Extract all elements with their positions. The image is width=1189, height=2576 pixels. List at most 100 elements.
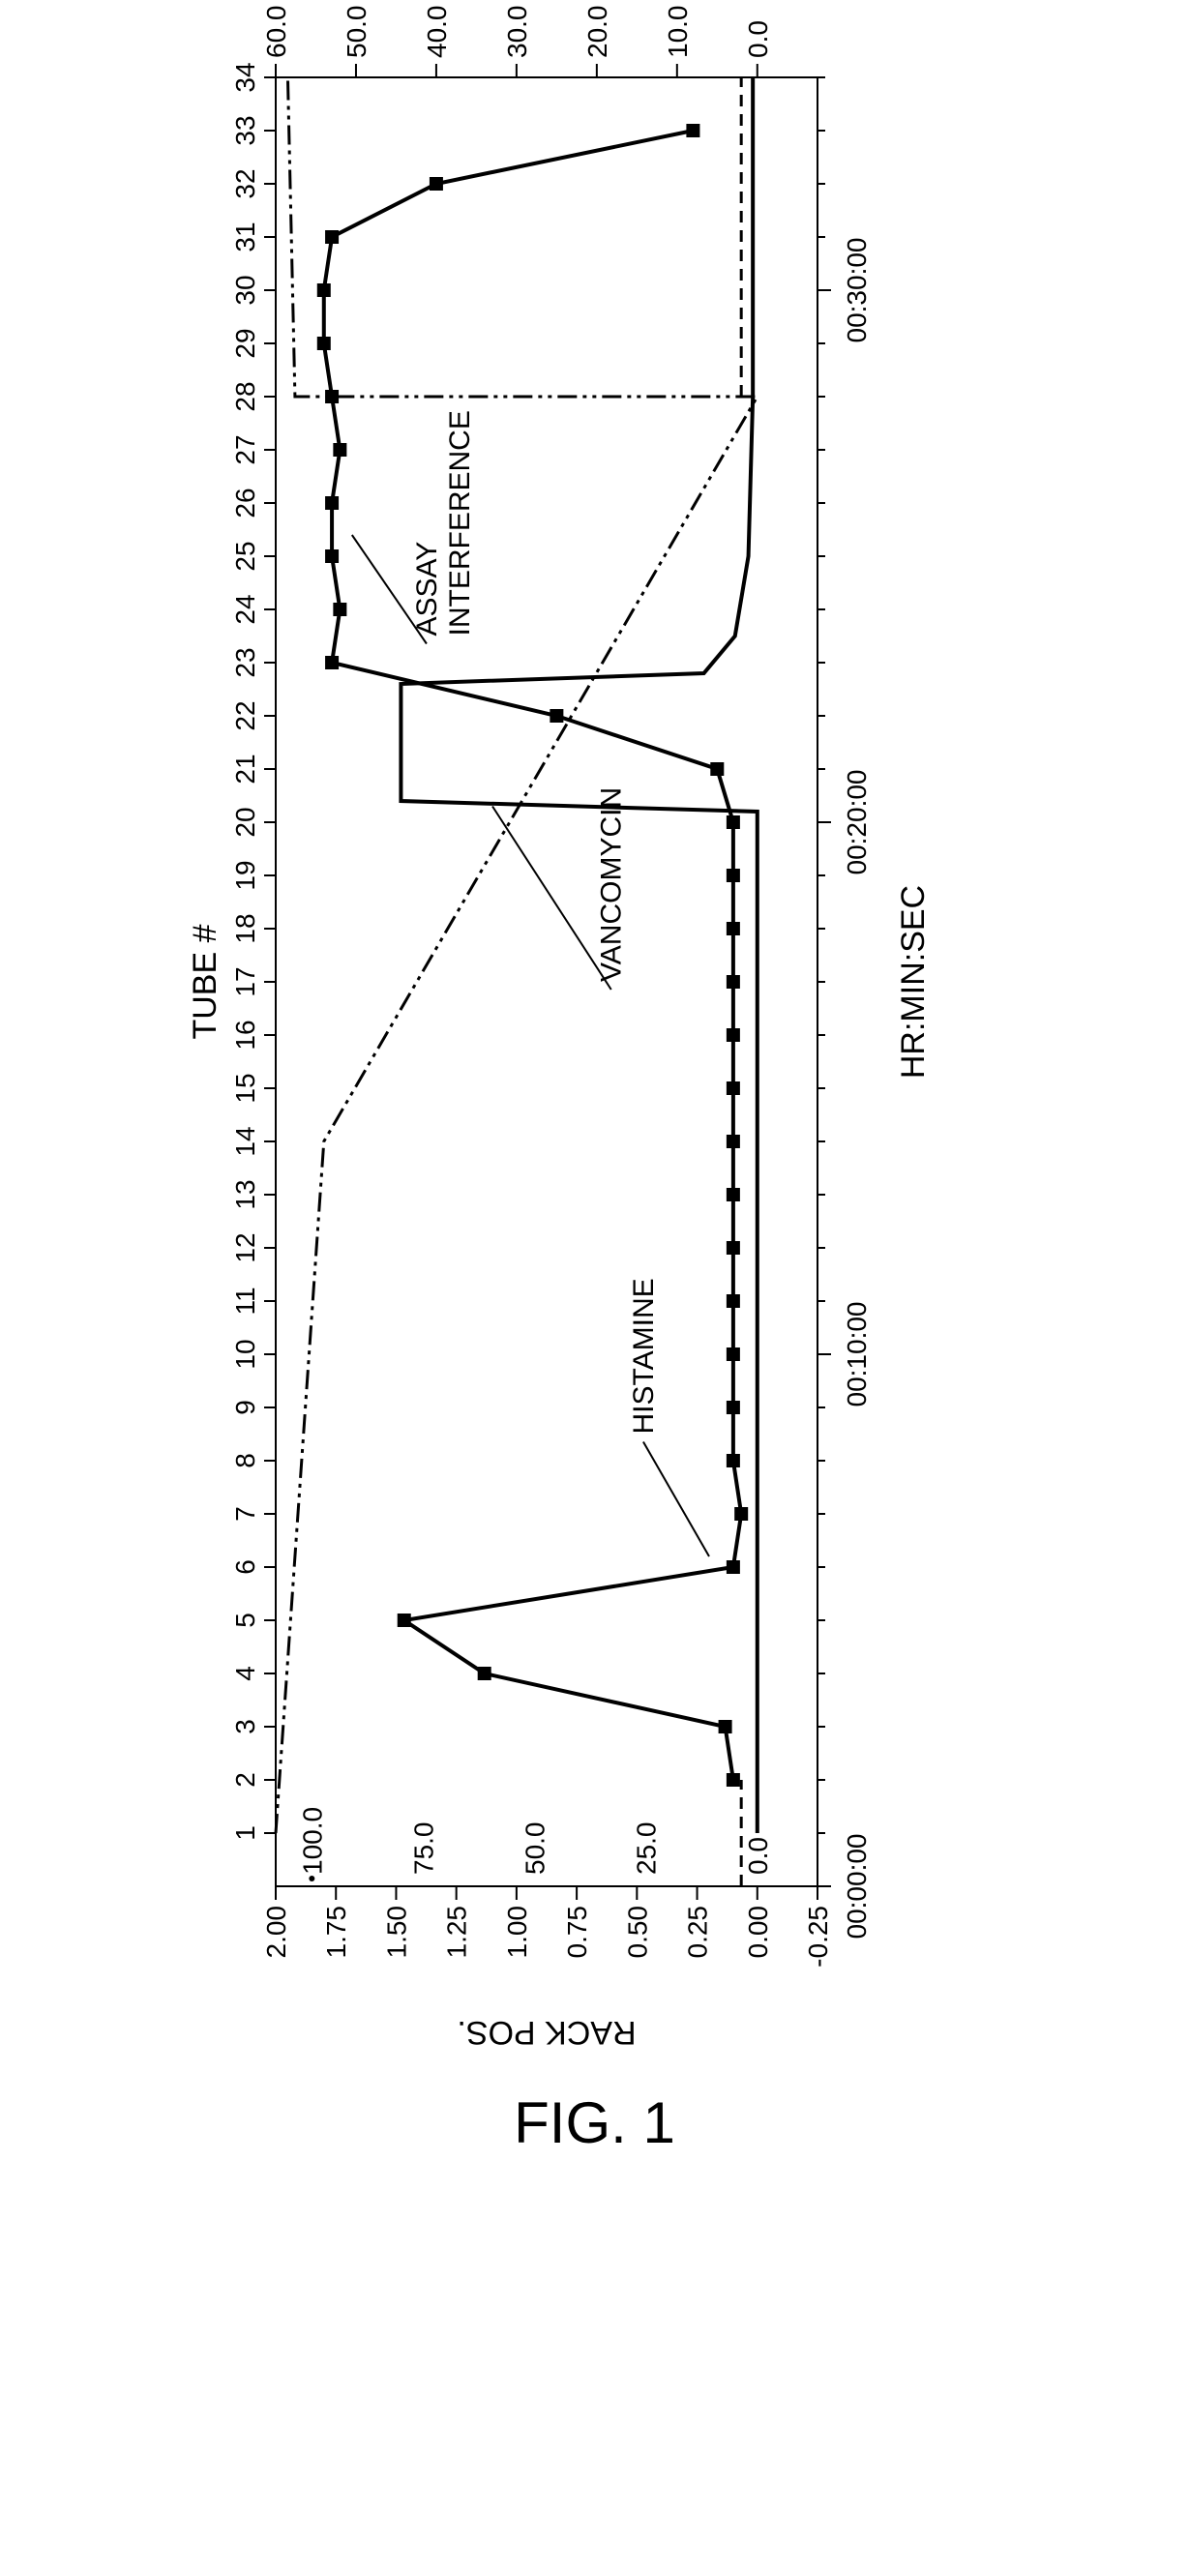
y-inner-tick-label: 0.0 xyxy=(742,1837,772,1875)
histamine-marker xyxy=(316,283,330,297)
x-top-tick-label: 11 xyxy=(230,1287,260,1315)
x-bottom-tick-label: 00:10:00 xyxy=(842,1302,872,1407)
histamine-marker xyxy=(550,709,563,723)
x-top-tick-label: 26 xyxy=(230,488,260,518)
x-top-tick-label: 33 xyxy=(230,115,260,145)
y-right-tick-label: 10.0 xyxy=(662,6,692,59)
y-right-tick-label: 60.0 xyxy=(261,6,291,59)
histamine-marker xyxy=(726,1241,739,1255)
chart-svg: 00:00:0000:10:0000:20:0000:30:00HR:MIN:S… xyxy=(160,0,1030,2099)
x-top-tick-label: 29 xyxy=(230,328,260,358)
histamine-marker xyxy=(325,496,339,510)
annotation-leader xyxy=(492,807,611,991)
chart-rotated-wrapper: 00:00:0000:10:0000:20:0000:30:00HR:MIN:S… xyxy=(160,0,1030,2099)
x-top-tick-label: 10 xyxy=(230,1339,260,1369)
histamine-marker xyxy=(477,1667,490,1680)
histamine-marker xyxy=(325,390,339,403)
histamine-marker xyxy=(726,922,739,935)
x-top-tick-label: 4 xyxy=(230,1666,260,1681)
x-top-tick-label: 23 xyxy=(230,647,260,677)
histamine-marker xyxy=(726,1773,739,1787)
x-top-tick-label: 14 xyxy=(230,1126,260,1156)
x-top-tick-label: 24 xyxy=(230,594,260,624)
histamine-marker xyxy=(726,815,739,829)
x-top-tick-label: 5 xyxy=(230,1613,260,1628)
x-top-tick-label: 21 xyxy=(230,754,260,784)
histamine-marker xyxy=(333,443,346,457)
x-top-tick-label: 13 xyxy=(230,1179,260,1209)
histamine-marker xyxy=(726,1135,739,1148)
histamine-marker xyxy=(726,869,739,882)
figure-container: 00:00:0000:10:0000:20:0000:30:00HR:MIN:S… xyxy=(19,19,1170,2156)
histamine-marker xyxy=(718,1720,731,1733)
y-right-tick-label: 40.0 xyxy=(421,6,451,59)
y-left-tick-label: 0.00 xyxy=(742,1906,772,1959)
x-top-tick-label: 1 xyxy=(230,1825,260,1841)
x-top-tick-label: 20 xyxy=(230,807,260,837)
x-top-tick-label: 28 xyxy=(230,381,260,411)
y-left-tick-label: 0.75 xyxy=(562,1906,592,1959)
x-top-tick-label: 15 xyxy=(230,1073,260,1103)
x-top-tick-label: 25 xyxy=(230,541,260,571)
histamine-marker xyxy=(726,1347,739,1361)
x-top-tick-label: 6 xyxy=(230,1559,260,1575)
x-top-tick-label: 16 xyxy=(230,1020,260,1050)
y-right-tick-label: 30.0 xyxy=(501,6,531,59)
y-right-tick-label: 20.0 xyxy=(581,6,611,59)
x-top-tick-label: 27 xyxy=(230,434,260,464)
annotation-text: ASSAY xyxy=(410,542,442,637)
annotation-text: HISTAMINE xyxy=(627,1278,659,1434)
y-left-tick-label: 0.50 xyxy=(622,1906,652,1959)
annotation-text: INTERFERENCE xyxy=(443,410,475,636)
histamine-marker xyxy=(726,1081,739,1095)
inner-scale-dot xyxy=(309,1876,314,1881)
histamine-marker xyxy=(726,1028,739,1042)
x-top-tick-label: 17 xyxy=(230,966,260,996)
y-inner-tick-label: 50.0 xyxy=(520,1822,550,1876)
x-top-tick-label: 34 xyxy=(230,62,260,92)
y-left-tick-label: 1.75 xyxy=(321,1906,351,1959)
histamine-marker xyxy=(726,1560,739,1574)
histamine-marker xyxy=(726,1188,739,1201)
x-top-title: TUBE # xyxy=(187,924,223,1039)
y-left-tick-label: 1.00 xyxy=(501,1906,531,1959)
histamine-marker xyxy=(333,603,346,616)
histamine-marker xyxy=(726,1454,739,1467)
y-inner-tick-label: 75.0 xyxy=(408,1822,438,1876)
histamine-marker xyxy=(325,230,339,244)
y-left-tick-label: 1.50 xyxy=(381,1906,411,1959)
y-inner-tick-label: 100.0 xyxy=(297,1807,327,1875)
histamine-marker xyxy=(734,1507,748,1521)
chart-area: 00:00:0000:10:0000:20:0000:30:00HR:MIN:S… xyxy=(160,0,1030,2099)
figure-label: FIG. 1 xyxy=(514,2089,675,2156)
histamine-marker xyxy=(686,124,699,137)
histamine-line xyxy=(323,131,740,1780)
x-top-tick-label: 12 xyxy=(230,1232,260,1262)
x-top-tick-label: 19 xyxy=(230,860,260,890)
x-bottom-tick-label: 00:00:00 xyxy=(842,1834,872,1939)
x-top-tick-label: 30 xyxy=(230,275,260,305)
histamine-marker xyxy=(710,762,724,776)
x-bottom-tick-label: 00:20:00 xyxy=(842,770,872,875)
x-top-tick-label: 9 xyxy=(230,1400,260,1415)
y-left-tick-label: 1.25 xyxy=(441,1906,471,1959)
x-top-tick-label: 22 xyxy=(230,700,260,730)
histamine-marker xyxy=(397,1614,410,1627)
x-top-tick-label: 2 xyxy=(230,1772,260,1788)
histamine-marker xyxy=(726,975,739,989)
histamine-marker xyxy=(325,549,339,563)
x-top-tick-label: 7 xyxy=(230,1506,260,1522)
vancomycin-line xyxy=(401,77,757,1833)
x-bottom-tick-label: 00:30:00 xyxy=(842,238,872,343)
interference-line xyxy=(276,77,758,1833)
annotation-text: VANCOMYCIN xyxy=(595,787,627,982)
y-left-title: RACK POS. xyxy=(457,2014,636,2051)
x-top-tick-label: 31 xyxy=(230,222,260,252)
y-left-tick-label: -0.25 xyxy=(803,1906,833,1968)
x-top-tick-label: 8 xyxy=(230,1453,260,1468)
histamine-marker xyxy=(726,1401,739,1414)
x-top-tick-label: 3 xyxy=(230,1719,260,1734)
y-left-tick-label: 0.25 xyxy=(682,1906,712,1959)
histamine-marker xyxy=(325,656,339,669)
x-top-tick-label: 32 xyxy=(230,168,260,198)
